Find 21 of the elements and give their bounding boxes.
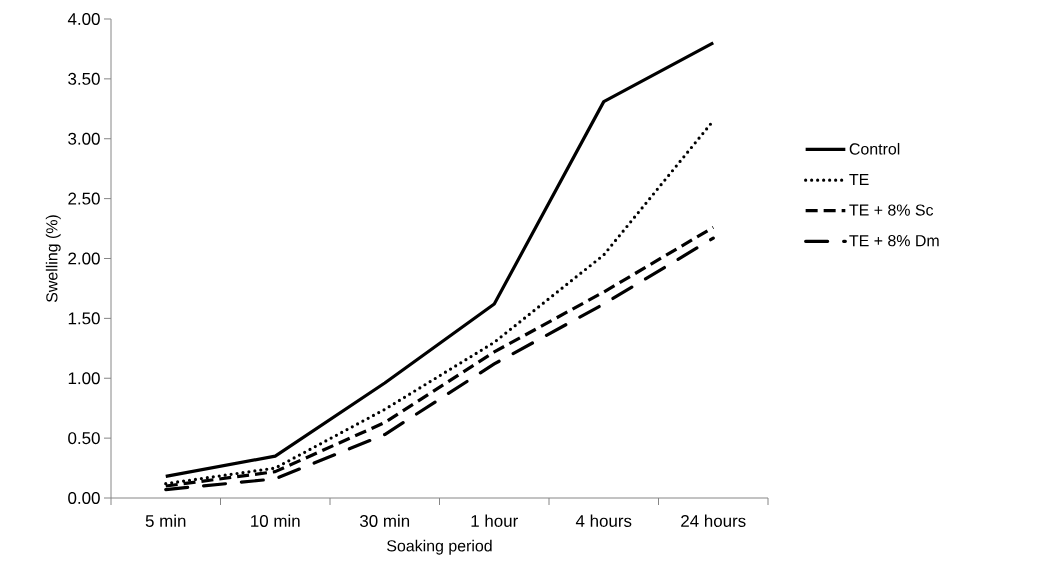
- x-tick-label: 4 hours: [575, 514, 632, 527]
- x-tick-label: 24 hours: [681, 514, 746, 527]
- legend-label: TE + 8% Sc: [849, 204, 934, 216]
- y-tick-label: 0.00: [68, 492, 100, 504]
- x-tick-label: 5 min: [145, 514, 186, 527]
- y-tick-label: 2.50: [68, 192, 100, 205]
- x-axis-title: Soaking period: [387, 539, 492, 555]
- x-tick-label: 1 hour: [471, 514, 518, 527]
- y-tick-label: 3.00: [68, 132, 100, 145]
- y-tick-label: 1.50: [68, 312, 100, 325]
- x-tick-label: 10 min: [251, 514, 300, 527]
- legend-label: Control: [849, 142, 900, 155]
- y-tick-label: 0.50: [68, 432, 100, 445]
- legend-label: TE: [849, 173, 869, 185]
- x-tick-label: 30 min: [359, 514, 410, 527]
- y-axis-title: Swelling (%): [45, 215, 61, 303]
- legend-label: TE + 8% Dm: [849, 235, 939, 247]
- y-tick-label: 4.00: [67, 13, 100, 25]
- y-tick-label: 3.50: [68, 72, 100, 85]
- y-tick-label: 1.00: [68, 372, 100, 385]
- y-tick-label: 2.00: [68, 252, 100, 265]
